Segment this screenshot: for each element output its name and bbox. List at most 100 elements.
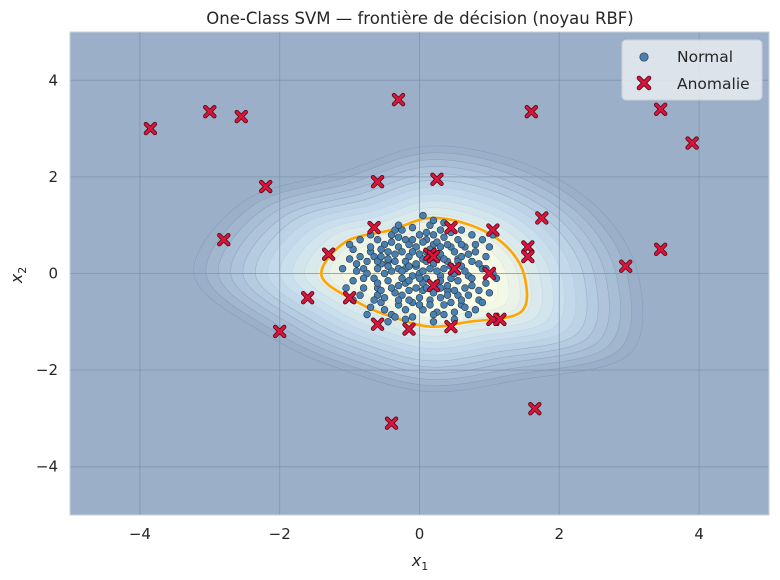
normal-point bbox=[436, 293, 445, 302]
normal-point bbox=[408, 235, 417, 244]
anomaly-point bbox=[619, 259, 633, 273]
y-tick-labels: −4 −2 0 2 4 bbox=[36, 71, 58, 475]
anomaly-point bbox=[521, 240, 535, 254]
normal-point bbox=[394, 281, 403, 290]
normal-point bbox=[377, 286, 385, 295]
anomaly-point bbox=[402, 322, 416, 336]
normal-point bbox=[457, 226, 466, 234]
normal-point bbox=[366, 243, 375, 251]
normal-point bbox=[394, 233, 403, 241]
normal-point bbox=[352, 260, 361, 268]
x-tick-label: −2 bbox=[269, 525, 291, 543]
anomaly-point bbox=[430, 172, 444, 187]
normal-point bbox=[408, 223, 417, 232]
y-axis-label: x2 bbox=[7, 267, 29, 284]
normal-point bbox=[352, 267, 361, 275]
normal-point bbox=[415, 274, 424, 283]
normal-point bbox=[450, 308, 459, 316]
normal-point bbox=[436, 226, 445, 234]
normal-point bbox=[419, 238, 427, 246]
normal-point bbox=[440, 255, 448, 263]
anomaly-point bbox=[370, 317, 385, 331]
normal-point bbox=[387, 284, 396, 292]
normal-point bbox=[384, 277, 392, 285]
anomaly-point bbox=[273, 324, 287, 339]
normal-point bbox=[447, 298, 455, 307]
normal-point bbox=[485, 289, 494, 297]
x-tick-label: 0 bbox=[415, 525, 425, 543]
normal-point bbox=[471, 240, 480, 249]
normal-point bbox=[398, 274, 406, 283]
normal-point bbox=[373, 235, 382, 244]
y-tick-label: −4 bbox=[36, 458, 58, 476]
normal-point bbox=[450, 248, 459, 256]
normal-point bbox=[429, 318, 438, 326]
normal-point bbox=[443, 291, 452, 299]
normal-point bbox=[457, 296, 466, 304]
normal-point bbox=[419, 267, 427, 275]
normal-point bbox=[422, 228, 431, 237]
normal-point bbox=[482, 252, 490, 261]
anomaly-point bbox=[342, 290, 357, 305]
anomaly-point bbox=[143, 121, 158, 136]
normal-point bbox=[461, 267, 469, 275]
anomaly-point bbox=[653, 102, 668, 116]
grid bbox=[70, 32, 769, 515]
normal-point bbox=[478, 298, 487, 307]
plot-frame bbox=[69, 31, 770, 516]
anomaly-point bbox=[300, 290, 315, 305]
normal-point bbox=[401, 306, 410, 314]
anomaly-point bbox=[653, 242, 668, 257]
normal-point bbox=[475, 286, 483, 295]
normal-point bbox=[398, 248, 406, 256]
normal-point bbox=[471, 306, 480, 314]
normal-point bbox=[387, 238, 396, 246]
normal-point bbox=[384, 255, 392, 263]
normal-point bbox=[366, 303, 375, 312]
normal-point bbox=[461, 303, 469, 312]
x-tick-label: −4 bbox=[129, 525, 151, 543]
x-axis-label: x1 bbox=[411, 551, 428, 573]
legend: Normal Anomalie bbox=[621, 39, 763, 101]
normal-point bbox=[398, 267, 406, 275]
normal-point bbox=[429, 231, 438, 239]
normal-point bbox=[394, 221, 403, 229]
normal-point bbox=[415, 301, 424, 309]
x-tick-labels: −4 −2 0 2 4 bbox=[129, 525, 704, 543]
normal-point bbox=[356, 291, 364, 299]
anomaly-point bbox=[528, 402, 542, 416]
anomaly-point bbox=[384, 416, 399, 430]
x-tick-label: 4 bbox=[694, 525, 704, 543]
anomaly-point bbox=[444, 220, 458, 235]
normal-point bbox=[429, 310, 438, 319]
normal-point bbox=[349, 277, 357, 285]
normal-point bbox=[464, 310, 473, 319]
anomaly-point bbox=[391, 92, 406, 107]
normal-point bbox=[443, 240, 452, 249]
normal-point bbox=[436, 243, 445, 251]
normal-point bbox=[475, 260, 483, 268]
normal-point bbox=[405, 296, 413, 304]
normal-point bbox=[457, 252, 466, 261]
normal-point bbox=[345, 255, 354, 263]
normal-point bbox=[384, 318, 392, 326]
anomaly-point bbox=[370, 175, 385, 189]
anomaly-point bbox=[524, 104, 539, 119]
y-tick-label: 0 bbox=[48, 265, 58, 283]
chart-title: One-Class SVM — frontière de décision (n… bbox=[206, 9, 633, 28]
normal-point bbox=[440, 264, 448, 273]
x-tick-label: 2 bbox=[555, 525, 565, 543]
normal-point bbox=[412, 284, 420, 292]
normal-point bbox=[391, 257, 399, 266]
normal-point bbox=[468, 281, 476, 290]
anomaly-point bbox=[482, 266, 497, 281]
anomaly-point bbox=[444, 319, 458, 334]
anomaly-point bbox=[259, 179, 273, 194]
normal-point bbox=[419, 211, 427, 220]
decision-boundary bbox=[320, 216, 529, 328]
normal-point bbox=[373, 264, 382, 273]
anomaly-point bbox=[447, 261, 462, 276]
normal-point bbox=[468, 274, 476, 283]
normal-point bbox=[370, 296, 378, 304]
normal-point bbox=[471, 248, 480, 256]
